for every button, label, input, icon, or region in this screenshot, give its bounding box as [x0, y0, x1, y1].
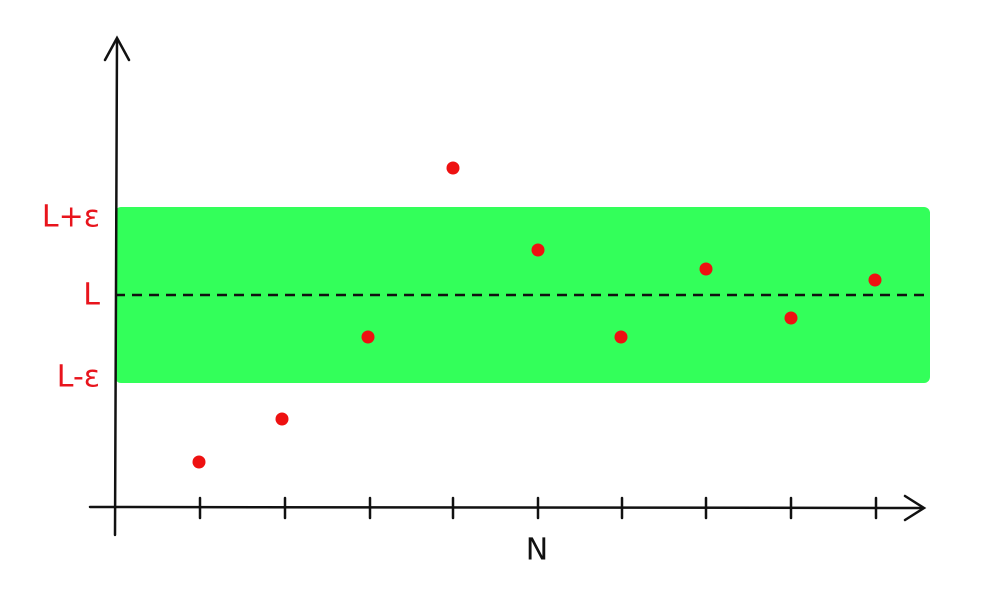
axes	[88, 35, 927, 537]
x-ticks	[198, 496, 878, 520]
limit-label: L	[83, 278, 100, 313]
y-axis	[113, 38, 119, 537]
x-arrow	[903, 494, 927, 522]
x-axis	[88, 505, 924, 510]
epsilon-band	[115, 207, 930, 383]
upper-label: L+ε	[42, 200, 100, 235]
x-axis-label: N	[526, 533, 548, 568]
lower-label: L-ε	[57, 360, 100, 395]
sequence-points	[192, 161, 882, 469]
y-arrow	[103, 35, 131, 62]
